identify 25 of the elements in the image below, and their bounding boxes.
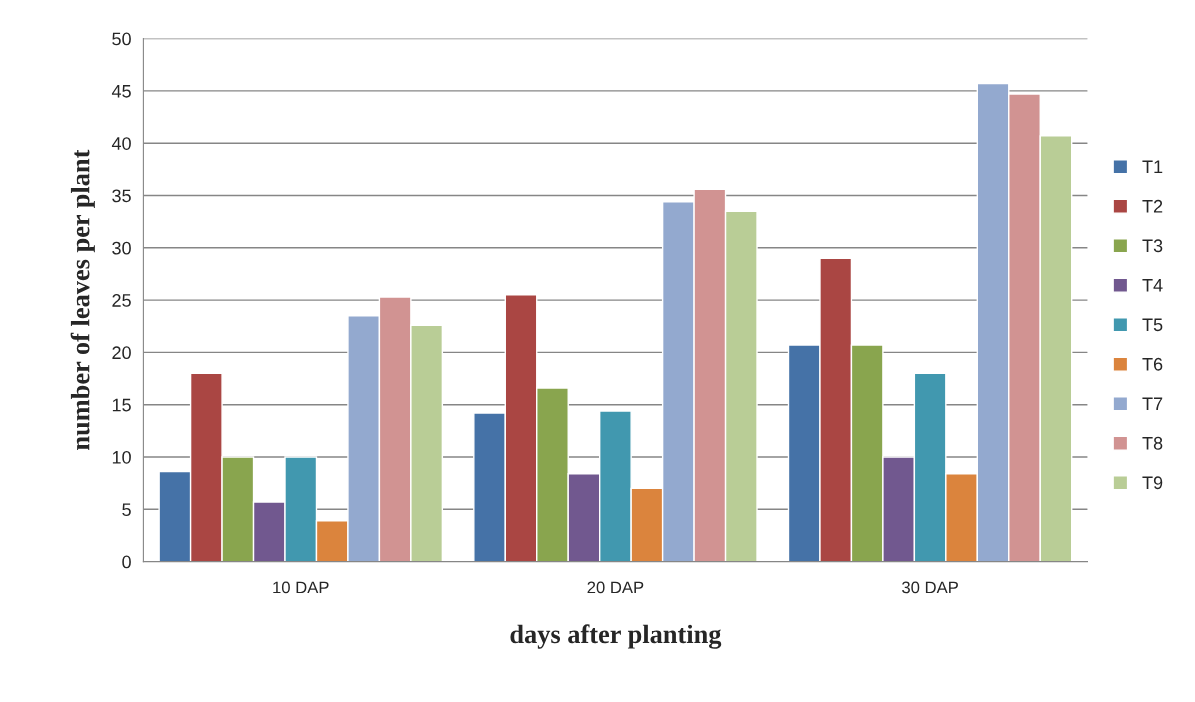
- y-tick-label: 50: [112, 32, 131, 46]
- y-tick-label: 40: [111, 137, 131, 150]
- y-tick-label: 25: [112, 294, 131, 307]
- legend-label: T3: [1142, 239, 1163, 253]
- legend-label: T9: [1142, 476, 1163, 490]
- legend-label: T8: [1142, 436, 1163, 450]
- y-tick-label: 20: [112, 346, 131, 360]
- legend-label: T2: [1142, 199, 1163, 213]
- y-tick-label: 30: [112, 241, 131, 255]
- y-tick-label: 35: [112, 189, 131, 203]
- y-tick-label: 5: [122, 503, 131, 517]
- x-tick-label: 20 DAP: [587, 581, 644, 594]
- legend-label: T7: [1142, 397, 1163, 410]
- legend-label: T4: [1142, 279, 1163, 292]
- y-tick-label: 10: [112, 450, 131, 464]
- x-tick-label: 10 DAP: [273, 581, 329, 594]
- y-tick-label: 45: [111, 85, 131, 98]
- y-tick-label: 0: [122, 555, 131, 569]
- legend-label: T5: [1142, 318, 1163, 332]
- x-tick-label: 30 DAP: [902, 581, 958, 594]
- y-tick-label: 15: [112, 398, 131, 412]
- legend-label: T6: [1142, 357, 1163, 371]
- legend-label: T1: [1142, 160, 1163, 173]
- x-axis-title: days after planting: [510, 624, 722, 649]
- y-axis-title: number of leaves per plant: [70, 149, 95, 450]
